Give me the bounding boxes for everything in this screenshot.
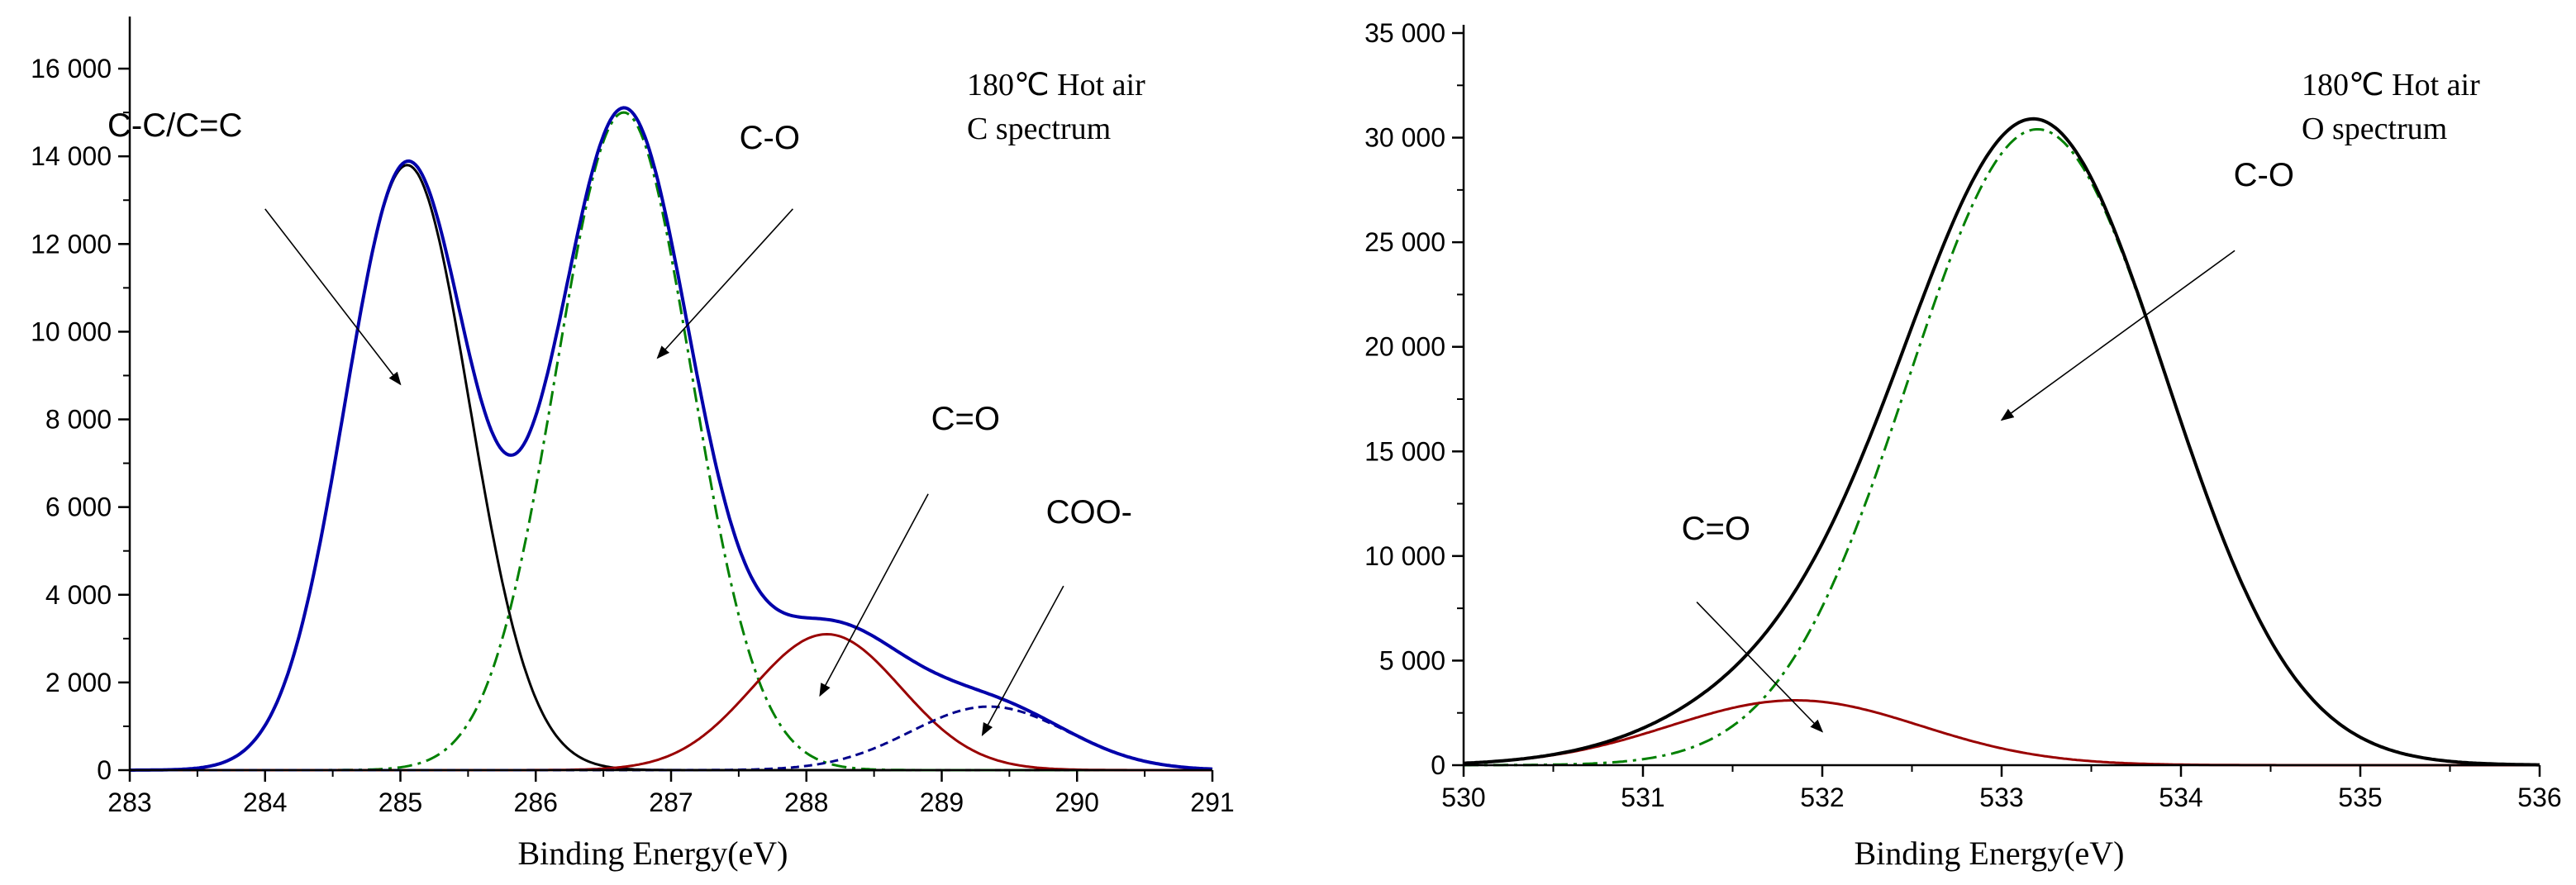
c-spectrum-c-c-c-c-component-curve	[130, 164, 1212, 772]
o-spectrum-c-o-peak-label: C-O	[2234, 157, 2294, 193]
o-spectrum-condition-line-2: O spectrum	[2302, 112, 2447, 146]
c-spectrum-x-tick-label: 289	[920, 787, 964, 817]
c-spectrum-c-c-c-c-arrow	[264, 208, 402, 386]
c-spectrum-c-o-arrow	[656, 208, 793, 359]
c-spectrum-c-o-component-curve	[130, 111, 1212, 772]
c-spectrum-coo-component-curve	[130, 705, 1213, 772]
c-spectrum-axes: 283 284 285 286 287 288 289 290 291 0 2 000 4 000 6 …	[31, 17, 1235, 817]
o-spectrum-annotations: C-O C=O	[1682, 157, 2294, 733]
c-spectrum-x-tick-label: 286	[514, 787, 558, 817]
o-spectrum-condition-line-1: 180℃ Hot air	[2302, 68, 2480, 102]
o-spectrum-y-tick-label: 5 000	[1379, 645, 1445, 675]
o-spectrum-c-o-arrow	[1696, 601, 1824, 733]
o-spectrum-x-tick-label: 533	[1979, 783, 2023, 812]
o-spectrum-y-tick-label: 0	[1431, 750, 1445, 780]
o-spectrum-x-tick-label: 531	[1621, 783, 1664, 812]
c-spectrum-x-tick-label: 291	[1190, 787, 1234, 817]
o-spectrum-c-o-component-curve	[1463, 699, 2540, 767]
c-spectrum-coo-arrow	[981, 585, 1064, 736]
o-spectrum-curves	[1463, 117, 2540, 767]
c-spectrum-envelope-curve	[130, 106, 1213, 772]
c-spectrum-y-tick-label: 16 000	[31, 54, 112, 83]
o-spectrum-panel: 530 531 532 533 534 535 536 0 5 000 10 000 15 000 2…	[1364, 18, 2562, 872]
c-spectrum-coo-peak-label: COO-	[1046, 494, 1132, 531]
c-spectrum-condition-line-1: 180℃ Hot air	[967, 68, 1145, 102]
o-spectrum-y-tick-label: 15 000	[1364, 436, 1445, 466]
c-spectrum-y-tick-label: 14 000	[31, 141, 112, 171]
c-spectrum-c-o-peak-label: C=O	[931, 401, 1000, 437]
c-spectrum-y-tick-label: 12 000	[31, 229, 112, 259]
c-spectrum-x-tick-label: 285	[379, 787, 422, 817]
o-spectrum-envelope-curve	[1463, 117, 2540, 767]
o-spectrum-y-tick-label: 20 000	[1364, 332, 1445, 362]
c-spectrum-c-o-peak-label: C-O	[740, 120, 800, 156]
c-spectrum-x-tick-label: 288	[784, 787, 828, 817]
c-spectrum-annotations: C-C/C=C C-O C=O COO-	[107, 107, 1132, 736]
c-spectrum-y-tick-label: 6 000	[45, 492, 112, 522]
o-spectrum-c-o-component-curve	[1464, 128, 2540, 767]
c-spectrum-c-o-component-curve	[130, 632, 1212, 772]
o-spectrum-y-tick-label: 25 000	[1364, 227, 1445, 257]
c-spectrum-y-tick-label: 4 000	[45, 580, 112, 610]
c-spectrum-panel: 283 284 285 286 287 288 289 290 291 0 2 000 4 000 6 …	[31, 17, 1235, 872]
c-spectrum-x-tick-label: 284	[243, 787, 287, 817]
o-spectrum-c-o-peak-label: C=O	[1682, 511, 1750, 547]
c-spectrum-curves	[130, 106, 1213, 772]
c-spectrum-y-tick-label: 0	[97, 755, 112, 785]
c-spectrum-condition-line-2: C spectrum	[967, 112, 1111, 146]
o-spectrum-x-tick-label: 534	[2159, 783, 2202, 812]
c-spectrum-x-axis-title: Binding Energy(eV)	[518, 835, 788, 872]
c-spectrum-y-tick-label: 2 000	[45, 668, 112, 697]
o-spectrum-axes: 530 531 532 533 534 535 536 0 5 000 10 000 15 000 2…	[1364, 18, 2562, 812]
c-spectrum-x-tick-label: 287	[649, 787, 693, 817]
o-spectrum-y-tick-label: 35 000	[1364, 18, 1445, 48]
o-spectrum-x-axis-title: Binding Energy(eV)	[1855, 835, 2125, 872]
o-spectrum-y-tick-label: 30 000	[1364, 123, 1445, 153]
o-spectrum-x-tick-label: 530	[1441, 783, 1485, 812]
o-spectrum-x-tick-label: 532	[1800, 783, 1844, 812]
o-spectrum-x-tick-label: 535	[2338, 783, 2382, 812]
c-spectrum-y-tick-label: 8 000	[45, 405, 112, 435]
c-spectrum-x-tick-label: 290	[1055, 787, 1099, 817]
o-spectrum-c-o-arrow	[2000, 250, 2236, 421]
o-spectrum-y-tick-label: 10 000	[1364, 541, 1445, 571]
c-spectrum-c-o-arrow	[819, 493, 929, 697]
o-spectrum-x-tick-label: 536	[2517, 783, 2561, 812]
c-spectrum-c-c-c-c-peak-label: C-C/C=C	[107, 107, 242, 144]
c-spectrum-y-tick-label: 10 000	[31, 316, 112, 346]
c-spectrum-x-tick-label: 283	[107, 787, 151, 817]
